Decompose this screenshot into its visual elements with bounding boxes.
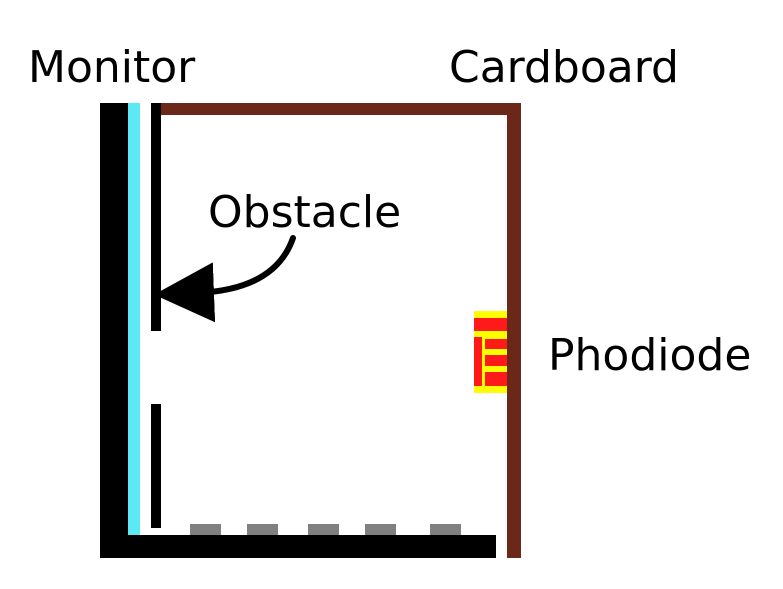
floor-pad <box>190 524 221 535</box>
photodiode-label: Phodiode <box>548 330 751 381</box>
photodiode <box>474 311 507 393</box>
obstacle-lower-bar <box>151 404 161 528</box>
photodiode-stripe <box>485 355 507 366</box>
floor-pad <box>430 524 461 535</box>
monitor-label: Monitor <box>28 42 196 93</box>
curved-arrow-icon <box>154 235 296 323</box>
floor-pad <box>365 524 396 535</box>
obstacle-label: Obstacle <box>208 187 401 238</box>
monitor-screen <box>128 103 140 535</box>
monitor-base <box>100 535 496 558</box>
photodiode-stripe <box>485 339 507 349</box>
monitor-body <box>100 103 128 558</box>
floor-pad <box>308 524 339 535</box>
cardboard-right-wall <box>507 103 521 558</box>
obstacle-upper-bar <box>151 103 161 331</box>
cardboard-top <box>161 103 521 115</box>
photodiode-stripe <box>474 337 482 386</box>
cardboard-label: Cardboard <box>449 42 679 93</box>
floor-pad <box>247 524 278 535</box>
photodiode-stripe <box>485 372 507 386</box>
photodiode-stripe <box>474 318 507 331</box>
floor-pads <box>190 524 461 535</box>
